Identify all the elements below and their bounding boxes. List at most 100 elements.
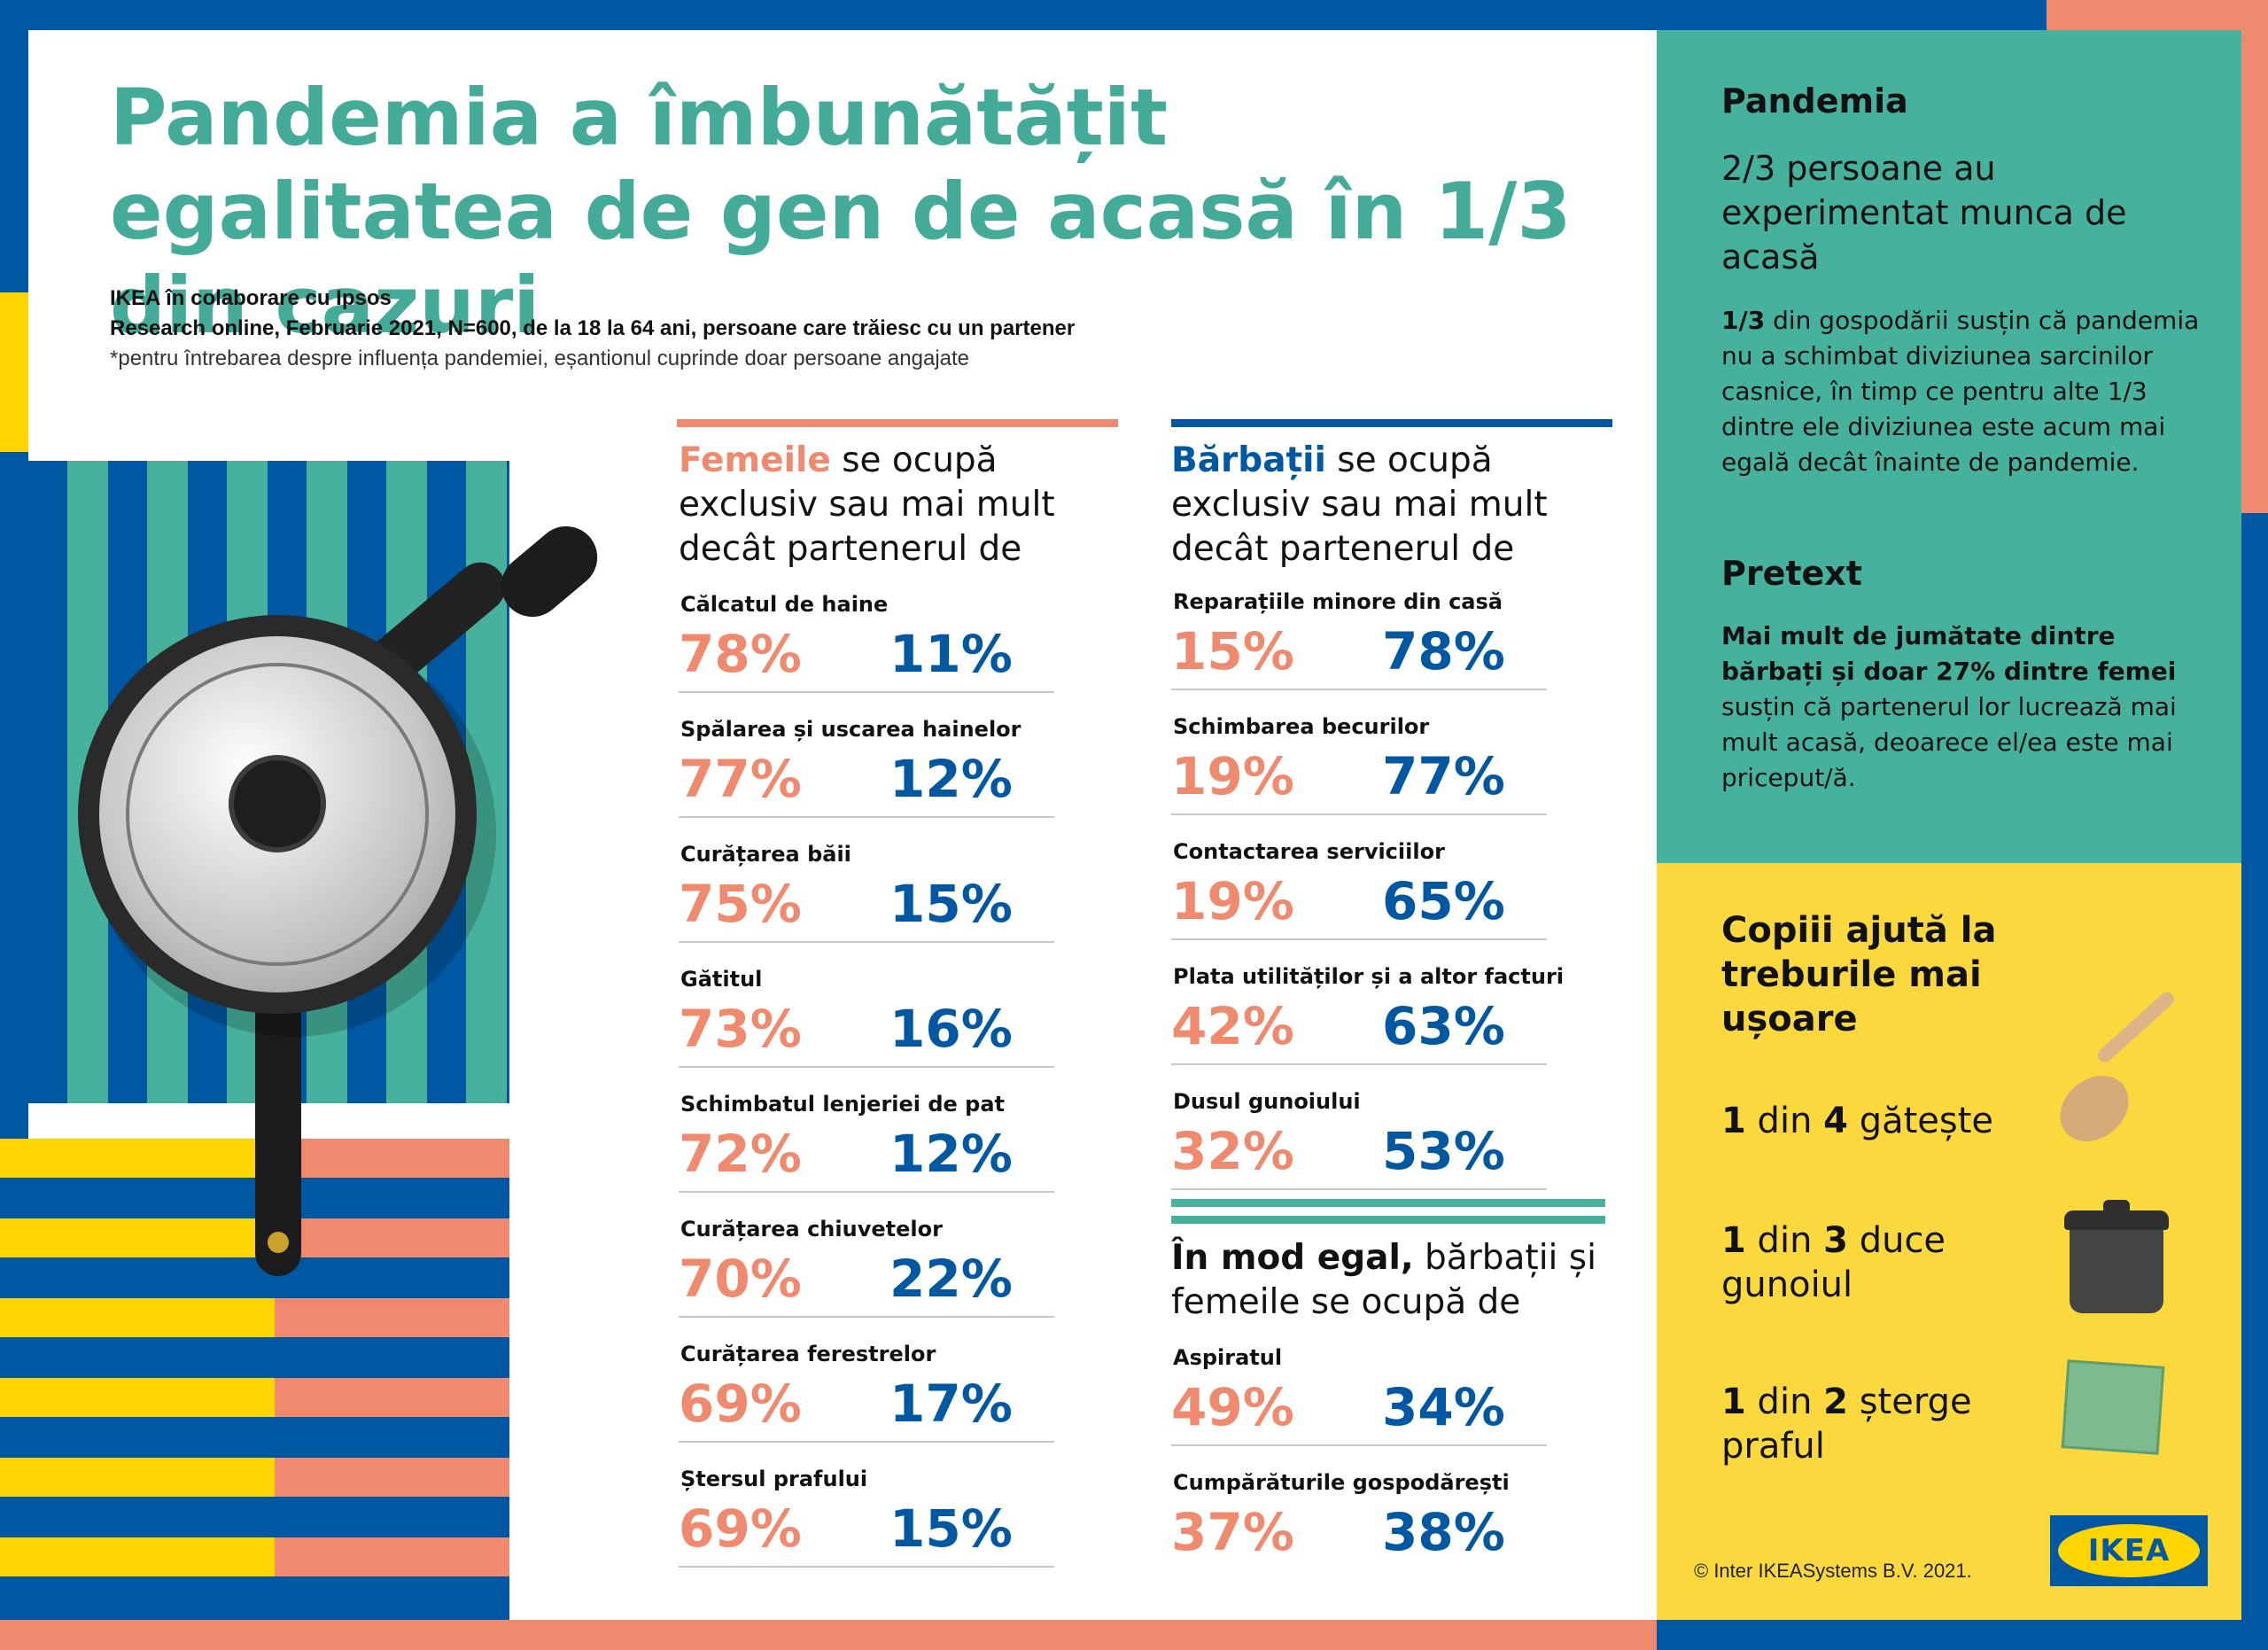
stat-label: Cumpărăturile gospodărești [1173,1470,1510,1495]
stat-row: Schimbarea becurilor 19% 77% [1171,714,1547,838]
row-divider [679,941,1054,943]
men-percent: 34% [1382,1377,1505,1437]
kids-stat-text: șterge praful [1721,1381,1972,1467]
men-percent: 78% [1382,621,1505,681]
stat-row: Curățarea chiuvetelor 70% 22% [679,1217,1054,1341]
women-percent: 73% [679,999,802,1059]
frame-bottom-band [0,1620,1657,1650]
stat-row: Dusul gunoiului 32% 53% [1171,1089,1547,1213]
side-accent [2241,30,2268,513]
men-percent: 12% [889,749,1013,809]
pretext-text-strong: Mai mult de jumătate dintre bărbați și d… [1721,621,2177,686]
women-percent: 37% [1171,1502,1294,1562]
women-heading-rest: se ocupă exclusiv sau mai mult decât par… [679,440,1055,569]
women-percent: 77% [679,749,802,809]
stat-row: Reparațiile minore din casă 15% 78% [1171,589,1547,713]
stat-label: Curățarea ferestrelor [680,1342,936,1366]
stripe [0,1537,509,1576]
women-percent: 19% [1171,871,1294,931]
pandemic-text-strong: 1/3 [1721,306,1766,335]
pandemic-highlight: 2/3 persoane au experimentat munca de ac… [1721,149,2127,276]
women-percent: 42% [1171,996,1294,1056]
men-percent: 22% [889,1249,1013,1309]
stat-row: Aspiratul 49% 34% [1171,1345,1547,1469]
row-divider [1171,1444,1547,1446]
men-percent: 16% [889,999,1013,1059]
women-column-heading: Femeile se ocupă exclusiv sau mai mult d… [679,439,1095,572]
stat-row: Spălarea și uscarea hainelor 77% 12% [679,717,1054,841]
pandemic-panel [1657,30,2241,863]
row-divider [1171,813,1547,815]
women-heading-strong: Femeile [679,440,831,480]
trash-bin-icon [2070,1230,2163,1313]
stat-row: Cumpărăturile gospodărești 37% 38% [1171,1470,1547,1594]
men-percent: 53% [1382,1121,1505,1181]
women-percent: 49% [1171,1377,1294,1437]
women-percent: 72% [679,1124,802,1184]
row-divider [679,816,1054,818]
row-divider [1171,689,1547,690]
men-column-heading: Bărbații se ocupă exclusiv sau mai mult … [1171,439,1588,572]
stat-label: Reparațiile minore din casă [1173,589,1503,614]
side-accent [2241,513,2268,1620]
kids-stat-text: din [1745,1381,1824,1422]
kids-stat-number: 1 [1721,1220,1746,1261]
stripe [0,1298,509,1337]
men-percent: 17% [889,1374,1013,1434]
kids-heading: Copiii ajută la treburile mai ușoare [1721,910,1997,1039]
kids-stat-number: 1 [1721,1381,1746,1422]
copyright: © Inter IKEASystems B.V. 2021. [1694,1560,1972,1582]
row-divider [1171,938,1547,940]
row-divider [679,1566,1054,1568]
stat-row: Schimbatul lenjeriei de pat 72% 12% [679,1092,1054,1216]
kids-stat-number: 3 [1823,1220,1848,1261]
equal-heading-strong: În mod egal, [1171,1238,1414,1278]
stat-row: Contactarea serviciilor 19% 65% [1171,839,1547,963]
stat-label: Curățarea chiuvetelor [680,1217,943,1241]
stripe [0,1458,509,1497]
pandemic-text-rest: din gospodării susțin că pandemia nu a s… [1721,306,2200,477]
stat-label: Plata utilităților și a altor facturi [1173,964,1565,989]
kids-stat-dusting: 1 din 2 șterge praful [1721,1380,2023,1468]
stripe [0,1139,509,1178]
stat-label: Schimbatul lenjeriei de pat [680,1092,1006,1117]
equal-heading-rest: bărbații și femeile se ocupă de [1171,1238,1596,1322]
stat-label: Aspiratul [1173,1345,1283,1370]
equal-section-bar [1171,1199,1605,1207]
stat-row: Curățarea băii 75% 15% [679,842,1054,966]
kids-stat-cooking: 1 din 4 gătește [1721,1099,2023,1143]
kids-stat-text: duce gunoiul [1721,1220,1946,1305]
ikea-logo-oval: IKEA [2058,1524,2200,1577]
men-percent: 38% [1382,1502,1505,1562]
trash-bin-icon [2064,1210,2169,1230]
row-divider [679,691,1054,693]
stat-row: Curățarea ferestrelor 69% 17% [679,1342,1054,1466]
frame-top-band [0,0,2268,30]
subtitle-note: *pentru întrebarea despre influența pand… [110,346,970,370]
page-title: Pandemia a îmbunătățit egalitatea de gen… [110,72,1572,351]
pretext-heading: Pretext [1721,554,1862,593]
women-percent: 32% [1171,1121,1294,1181]
stat-label: Contactarea serviciilor [1173,839,1445,864]
stat-label: Dusul gunoiului [1173,1089,1361,1114]
kids-stat-number: 4 [1823,1101,1848,1141]
men-column-bar [1171,419,1612,427]
stat-row: Ștersul prafului 69% 15% [679,1467,1054,1591]
men-percent: 15% [889,1498,1013,1559]
row-divider [1171,1188,1547,1190]
equal-section-bar [1171,1216,1605,1224]
subtitle-line: IKEA în colaborare cu Ipsos [110,286,392,310]
stat-row: Gătitul 73% 16% [679,967,1054,1091]
pandemic-heading: Pandemia [1721,82,1908,121]
cleaning-cloth-icon [2061,1359,2165,1455]
pretext-text-rest: susțin că partenerul lor lucrează mai mu… [1721,692,2177,792]
women-percent: 78% [679,624,802,684]
stat-label: Ștersul prafului [680,1467,868,1491]
stat-label: Schimbarea becurilor [1173,714,1430,739]
kids-stat-number: 1 [1721,1101,1746,1141]
ikea-logo-text: IKEA [2087,1533,2171,1568]
women-column-bar [677,419,1118,427]
women-percent: 75% [679,874,802,934]
women-percent: 70% [679,1249,802,1309]
women-percent: 15% [1171,621,1294,681]
